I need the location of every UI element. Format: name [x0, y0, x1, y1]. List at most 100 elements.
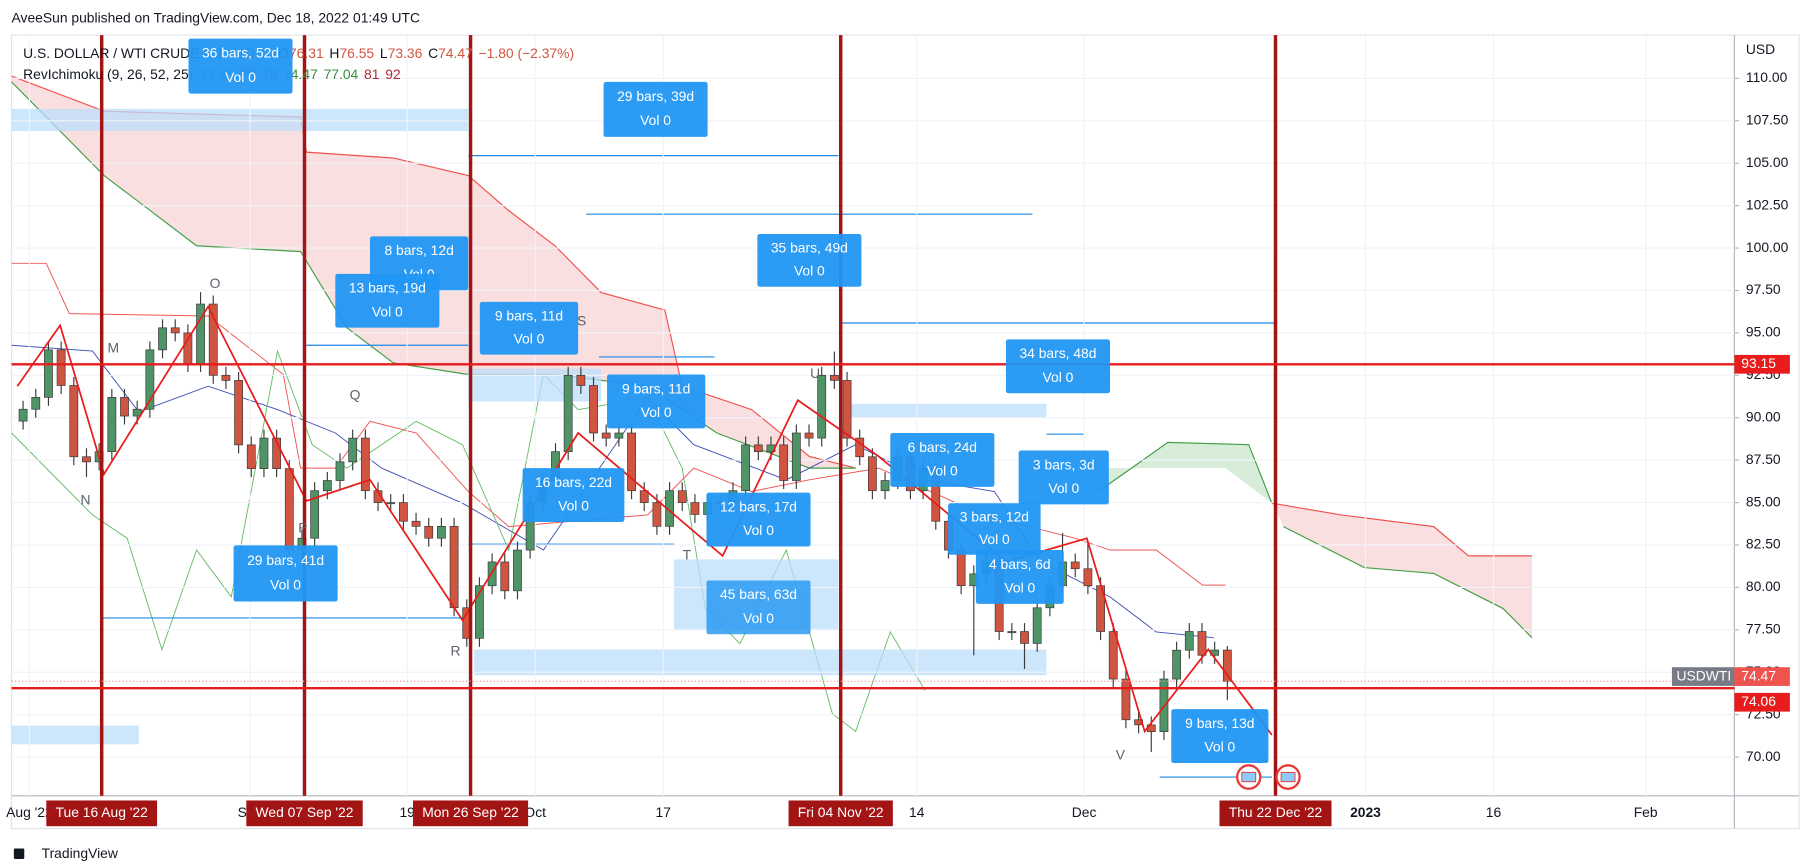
range-badge-bars: 4 bars, 6d	[989, 556, 1051, 572]
candle-body	[284, 468, 294, 551]
wave-label: N	[81, 492, 91, 508]
y-tick-label: 102.50	[1746, 196, 1789, 212]
marker-date-tag	[1219, 800, 1332, 827]
brand-logo: TradingView	[13, 845, 119, 861]
candle-body	[868, 456, 877, 492]
symbol-legend: U.S. DOLLAR / WTI CRUDE OIL · 1DO76.31H7…	[23, 44, 574, 60]
publisher-line: AveeSun published on TradingView.com, De…	[12, 9, 420, 25]
indicator-name: RevIchimoku (9, 26, 52, 25)	[23, 66, 193, 82]
range-badge-bars: 35 bars, 49d	[771, 239, 848, 255]
range-badge	[706, 492, 811, 547]
range-box	[474, 649, 1047, 676]
marker-date-label: Mon 26 Sep '22	[422, 804, 519, 820]
range-badge-volume: Vol 0	[927, 462, 958, 478]
range-badge	[757, 234, 862, 287]
candle-body	[246, 444, 256, 469]
event-flag-icon	[1280, 771, 1296, 783]
y-tick-label: 95.00	[1746, 324, 1781, 340]
range-badge-bars: 8 bars, 12d	[384, 242, 453, 258]
candle-body	[208, 303, 218, 376]
y-tick-label: 80.00	[1746, 578, 1781, 594]
overlay: M N O Q P R S T U V	[11, 35, 1735, 796]
range-badge	[233, 545, 338, 602]
candle-body	[1197, 631, 1207, 656]
range-box	[11, 725, 139, 745]
wave-label: P	[298, 520, 307, 536]
candle-body	[437, 525, 446, 539]
candle-body	[145, 349, 155, 410]
range-badge	[188, 38, 293, 94]
candle-body	[741, 444, 751, 492]
candle-body	[449, 525, 459, 609]
event-flag-icon	[1241, 771, 1257, 783]
range-badge-volume: Vol 0	[640, 112, 671, 128]
indicator-value: 81	[364, 66, 380, 82]
candle-body	[120, 397, 129, 417]
candle-body	[652, 502, 662, 527]
span-a-line	[11, 81, 856, 469]
candle-body	[614, 432, 624, 439]
marker-date-label: Tue 16 Aug '22	[56, 804, 148, 820]
candle-body	[627, 432, 636, 492]
wave-label: V	[1116, 747, 1126, 763]
range-badge	[706, 580, 811, 635]
range-badge-volume: Vol 0	[1204, 739, 1235, 755]
range-badge-volume: Vol 0	[514, 330, 545, 346]
range-badge	[975, 550, 1064, 604]
marker-date-tag	[46, 800, 158, 827]
candle-body	[18, 408, 28, 422]
y-tick-label: 77.50	[1746, 620, 1781, 636]
candle-body	[398, 502, 408, 522]
candle-body	[589, 385, 598, 434]
range-badge-volume: Vol 0	[1048, 480, 1079, 496]
y-tick-label: 90.00	[1746, 408, 1781, 424]
candle-body	[322, 480, 332, 492]
range-badge	[335, 273, 440, 328]
range-badge-volume: Vol 0	[743, 610, 774, 626]
candle-body	[259, 437, 269, 469]
range-badge	[522, 468, 625, 522]
candle-body	[563, 374, 573, 453]
candle-body	[956, 549, 966, 587]
range-badge-bars: 36 bars, 52d	[202, 45, 279, 61]
y-tick-label: 107.50	[1746, 111, 1789, 127]
range-badge-volume: Vol 0	[641, 404, 672, 420]
range-badge-bars: 45 bars, 63d	[720, 586, 797, 602]
x-tick-label: Aug '22	[6, 804, 53, 820]
candle-body	[1032, 607, 1042, 644]
marker-date-label: Fri 04 Nov '22	[798, 804, 884, 820]
candle-body	[234, 380, 243, 446]
range-badge-bars: 9 bars, 11d	[495, 307, 563, 323]
candle-body	[842, 380, 852, 439]
candle-body	[804, 432, 814, 439]
range-badge	[890, 433, 995, 487]
x-tick-label: Dec	[1072, 804, 1097, 820]
range-badge-bars: 29 bars, 39d	[617, 88, 694, 104]
range-badge-volume: Vol 0	[225, 69, 256, 85]
ohlc-key: L	[380, 44, 388, 60]
y-tick-label: 70.00	[1746, 748, 1781, 764]
candle-body	[753, 444, 763, 453]
candle-body	[665, 490, 674, 527]
candle-body	[779, 444, 789, 481]
symbol-tag	[1671, 667, 1735, 686]
candle-body	[272, 437, 282, 469]
indicator-value: 77.04	[324, 66, 359, 82]
x-tick-label: 2023	[1350, 804, 1381, 820]
candle-body	[360, 437, 370, 492]
wave-label: S	[577, 312, 586, 328]
ohlc-value: 76.55	[339, 44, 374, 60]
marker-date-label: Wed 07 Sep '22	[256, 804, 354, 820]
candle-body	[424, 525, 434, 539]
badges: 36 bars, 52d Vol 0 29 bars, 39d Vol 0 8 bars…	[188, 38, 1269, 764]
range-badge	[948, 503, 1041, 555]
frame	[10, 34, 1800, 830]
level-tag	[1734, 692, 1790, 712]
candle-body	[791, 432, 801, 481]
range-badge-bars: 3 bars, 3d	[1033, 456, 1095, 472]
candle-body	[513, 549, 522, 592]
candle-body	[880, 480, 890, 492]
range-badge-bars: 13 bars, 19d	[349, 280, 426, 296]
range-badge-volume: Vol 0	[558, 497, 589, 513]
range-box	[11, 108, 469, 132]
